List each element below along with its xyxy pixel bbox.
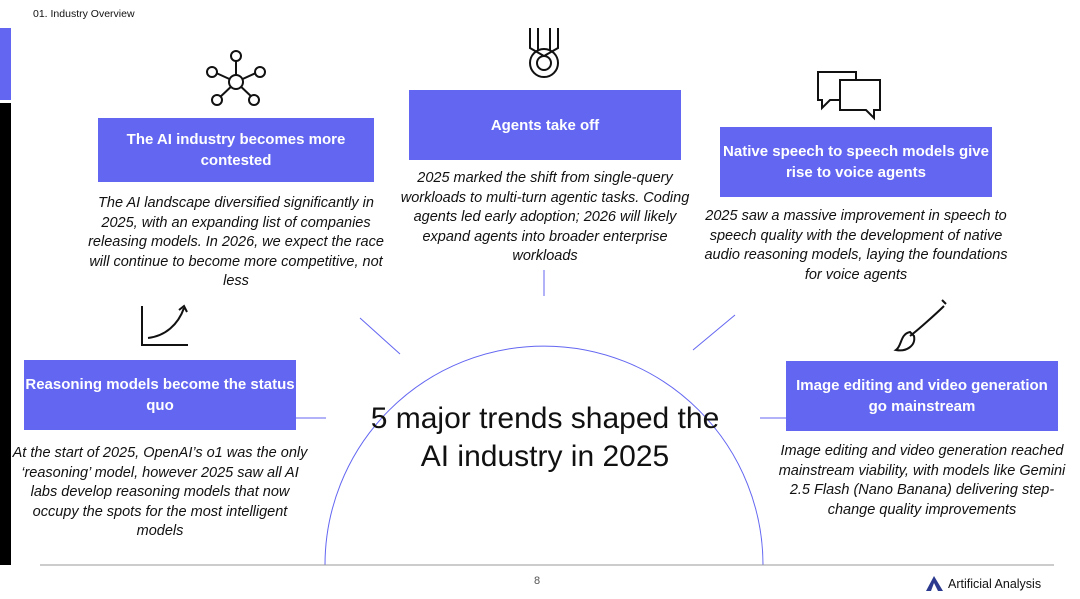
trend-text-reasoning: At the start of 2025, OpenAI’s o1 was th… xyxy=(12,445,308,539)
network-icon xyxy=(206,50,266,106)
trend-text-image-video: Image editing and video generation reach… xyxy=(778,443,1066,518)
medal-icon xyxy=(529,28,559,78)
trend-heading-image-video: Image editing and video generation go ma… xyxy=(786,361,1058,431)
trend-heading-reasoning: Reasoning models become the status quo xyxy=(24,360,296,430)
brand-name: Artificial Analysis xyxy=(948,576,1042,591)
page-number: 8 xyxy=(534,575,541,587)
trend-text-contested: The AI landscape diversified significant… xyxy=(88,195,384,289)
semicircle xyxy=(324,345,764,566)
trend-text-agents: 2025 marked the shift from single-query … xyxy=(400,170,690,264)
paintbrush-icon xyxy=(893,299,947,352)
accent-bar xyxy=(0,28,11,100)
trend-heading-agents: Agents take off xyxy=(409,90,681,160)
brand-logo: Artificial Analysis xyxy=(926,576,1041,591)
trend-heading-contested: The AI industry becomes more contested xyxy=(98,118,374,182)
trend-heading-voice: Native speech to speech models give rise… xyxy=(720,127,992,197)
speech-bubbles-icon xyxy=(817,71,881,121)
breadcrumb: 01. Industry Overview xyxy=(33,8,135,20)
side-bar xyxy=(0,103,11,565)
trend-text-voice: 2025 saw a massive improvement in speech… xyxy=(704,208,1008,283)
brand-logo-icon xyxy=(926,576,943,591)
rays xyxy=(296,270,790,419)
growth-chart-icon xyxy=(141,304,188,346)
slide-title: 5 major trends shaped the AI industry in… xyxy=(370,402,720,473)
